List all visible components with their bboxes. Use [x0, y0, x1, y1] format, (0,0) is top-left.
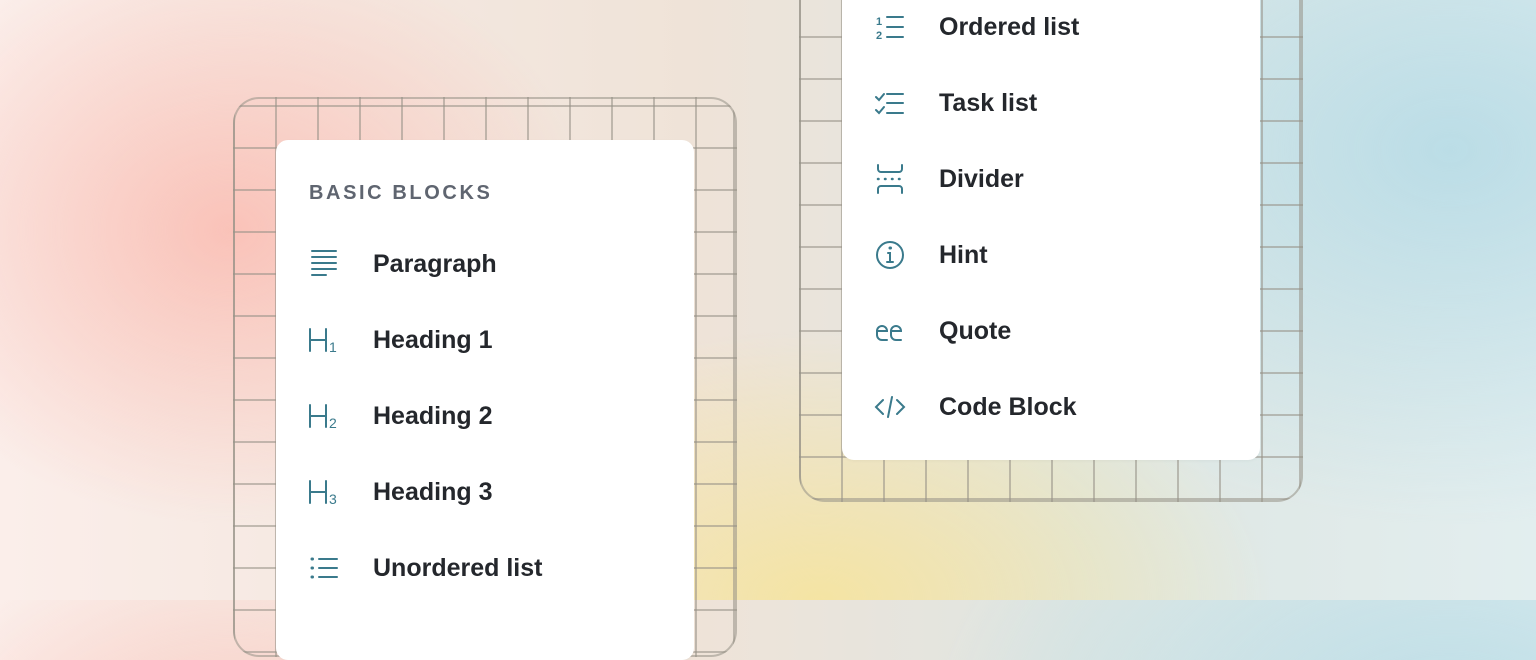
- svg-text:2: 2: [329, 415, 337, 431]
- menu-item-code-block[interactable]: Code Block: [872, 387, 1077, 427]
- menu-item-label: Task list: [939, 88, 1038, 117]
- menu-item-heading-1[interactable]: 1 Heading 1: [306, 320, 492, 360]
- heading-3-icon: 3: [306, 474, 342, 510]
- menu-item-quote[interactable]: Quote: [872, 311, 1011, 351]
- menu-item-label: Quote: [939, 316, 1012, 345]
- menu-item-label: Heading 1: [373, 325, 493, 354]
- svg-text:1: 1: [329, 339, 337, 355]
- menu-item-heading-3[interactable]: 3 Heading 3: [306, 472, 492, 512]
- menu-item-label: Paragraph: [373, 249, 497, 278]
- heading-1-icon: 1: [306, 322, 342, 358]
- menu-item-heading-2[interactable]: 2 Heading 2: [306, 396, 492, 436]
- section-title: BASIC BLOCKS: [309, 182, 493, 204]
- task-list-icon: [872, 85, 908, 121]
- menu-item-label: Divider: [939, 164, 1024, 193]
- quote-icon: [872, 313, 908, 349]
- menu-item-label: Heading 2: [373, 401, 493, 430]
- divider-icon: [872, 161, 908, 197]
- menu-item-unordered-list[interactable]: Unordered list: [306, 548, 542, 588]
- menu-item-label: Hint: [939, 240, 988, 269]
- unordered-list-icon: [306, 550, 342, 586]
- menu-item-task-list[interactable]: Task list: [872, 83, 1037, 123]
- menu-item-label: Ordered list: [939, 12, 1080, 41]
- code-icon: [872, 389, 908, 425]
- svg-text:3: 3: [329, 491, 337, 507]
- menu-item-label: Heading 3: [373, 477, 493, 506]
- menu-item-hint[interactable]: Hint: [872, 235, 988, 275]
- menu-item-paragraph[interactable]: Paragraph: [306, 244, 497, 284]
- info-icon: [872, 237, 908, 273]
- menu-item-label: Unordered list: [373, 553, 543, 582]
- basic-blocks-menu: BASIC BLOCKS Paragraph 1 Heading 1 2 Hea…: [276, 140, 694, 660]
- menu-item-divider[interactable]: Divider: [872, 159, 1024, 199]
- menu-item-label: Code Block: [939, 392, 1077, 421]
- svg-text:2: 2: [876, 30, 882, 42]
- svg-text:1: 1: [876, 16, 882, 28]
- heading-2-icon: 2: [306, 398, 342, 434]
- paragraph-icon: [306, 246, 342, 282]
